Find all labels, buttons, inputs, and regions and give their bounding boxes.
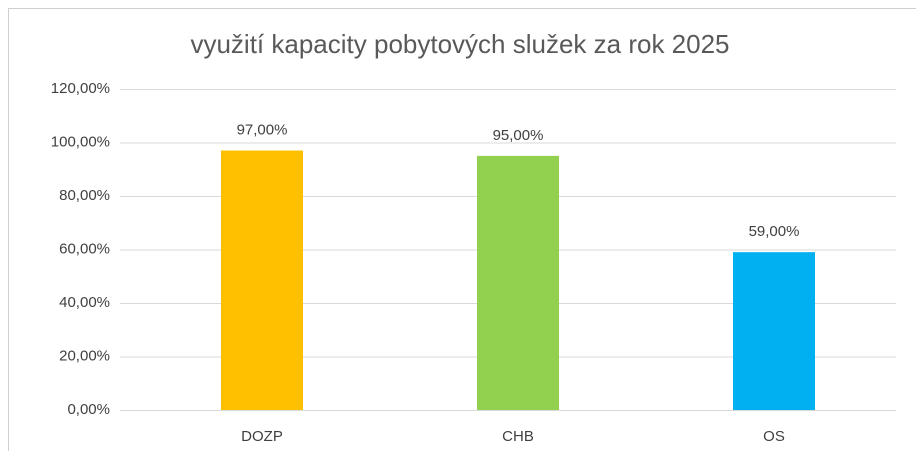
x-tick-label: OS <box>763 428 785 445</box>
data-label: 95,00% <box>493 127 544 144</box>
bar <box>733 252 815 410</box>
data-label: 97,00% <box>237 121 288 138</box>
x-tick-label: DOZP <box>241 428 283 445</box>
bar <box>221 150 303 410</box>
y-tick-label: 20,00% <box>59 347 110 364</box>
chart-title: využití kapacity pobytových služek za ro… <box>190 29 729 59</box>
y-tick-label: 100,00% <box>51 133 110 150</box>
x-tick-label: CHB <box>502 428 534 445</box>
y-tick-label: 80,00% <box>59 187 110 204</box>
y-tick-label: 60,00% <box>59 240 110 257</box>
chart-border <box>8 8 916 451</box>
bar <box>477 155 559 410</box>
y-tick-label: 0,00% <box>67 401 110 418</box>
y-tick-label: 120,00% <box>51 80 110 97</box>
data-label: 59,00% <box>749 223 800 240</box>
y-tick-label: 40,00% <box>59 294 110 311</box>
